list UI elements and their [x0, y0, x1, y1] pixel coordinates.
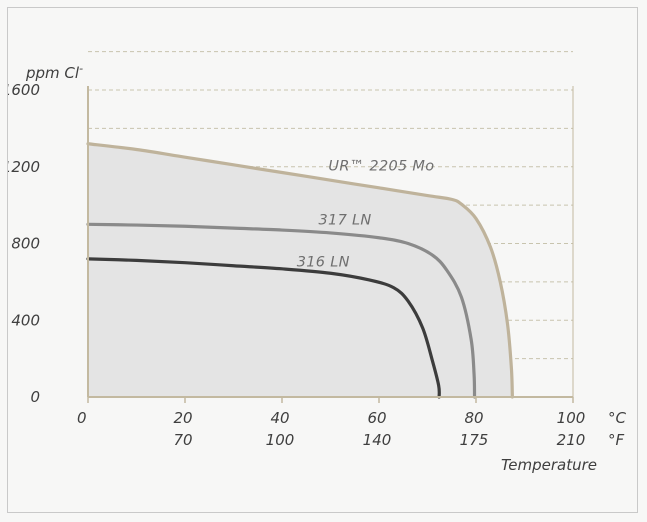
x-tick-label-f: 100	[266, 431, 295, 449]
series-labels: UR™ 2205 Mo 317 LN 316 LN	[297, 159, 434, 271]
series-label-1: 317 LN	[319, 212, 372, 228]
x-unit-c: °C	[608, 409, 627, 427]
series-label-2: 316 LN	[297, 255, 350, 271]
series-lines	[86, 142, 514, 399]
y-axis-label-superscript: -	[79, 62, 83, 75]
series-label-0: UR™ 2205 Mo	[328, 159, 434, 175]
y-tick-label: 400	[11, 311, 40, 329]
x-tick-label-f: 70	[173, 431, 192, 449]
x-tick-label-c: 40	[270, 409, 289, 427]
x-tick-label-c: 0	[77, 409, 87, 427]
tick-labels: 0 400 800 1200 1600 0 20 70 40 100 60 140 80 175 100 21…	[8, 81, 627, 449]
series-line-2	[86, 257, 441, 399]
y-tick-label: 800	[11, 235, 40, 253]
x-tick-label-f: 175	[460, 431, 489, 449]
x-tick-label-c: 100	[557, 409, 586, 427]
y-tick-label: 1200	[8, 158, 40, 176]
y-tick-label: 0	[30, 388, 40, 406]
axes	[87, 86, 574, 403]
series-line-1	[86, 222, 477, 399]
x-tick-label-c: 20	[173, 409, 192, 427]
y-axis-label: ppm Cl-	[25, 62, 83, 82]
chart-frame: 0 400 800 1200 1600 0 20 70 40 100 60 140 80 175 100 21…	[7, 7, 638, 513]
y-tick-label: 1600	[8, 81, 40, 99]
x-tick-label-f: 140	[363, 431, 392, 449]
x-axis-label: Temperature	[501, 456, 597, 474]
x-tick-label-f: 210	[557, 431, 586, 449]
x-unit-f: °F	[608, 431, 625, 449]
series-line-0	[86, 142, 514, 399]
x-tick-label-c: 60	[367, 409, 386, 427]
x-tick-label-c: 80	[464, 409, 483, 427]
chart: 0 400 800 1200 1600 0 20 70 40 100 60 140 80 175 100 21…	[8, 51, 627, 474]
